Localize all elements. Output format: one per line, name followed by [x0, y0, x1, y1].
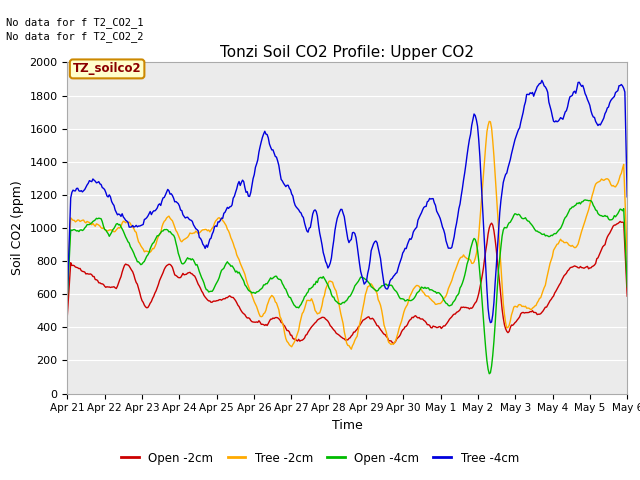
Open -4cm [63, 298, 71, 303]
Open -4cm [573, 200, 580, 206]
Open -2cm [300, 336, 307, 342]
Tree -2cm [378, 308, 385, 313]
Tree -4cm [538, 77, 546, 83]
Tree -2cm [63, 288, 71, 294]
Tree -2cm [485, 119, 493, 124]
Open -4cm [485, 371, 493, 377]
Open -4cm [475, 258, 483, 264]
Open -4cm [300, 297, 307, 303]
Text: No data for f T2_CO2_1: No data for f T2_CO2_1 [6, 17, 144, 28]
Tree -4cm [475, 137, 483, 143]
Open -4cm [237, 274, 245, 279]
Line: Open -4cm: Open -4cm [67, 200, 627, 374]
Tree -2cm [237, 263, 245, 269]
Tree -4cm [404, 241, 412, 247]
Open -2cm [616, 218, 624, 224]
Tree -2cm [623, 255, 631, 261]
Title: Tonzi Soil CO2 Profile: Upper CO2: Tonzi Soil CO2 Profile: Upper CO2 [220, 45, 474, 60]
Line: Open -2cm: Open -2cm [67, 221, 627, 344]
Open -2cm [623, 293, 631, 299]
Open -2cm [476, 285, 484, 291]
Open -4cm [404, 297, 412, 302]
Open -2cm [573, 264, 580, 270]
Tree -4cm [63, 295, 71, 301]
Open -2cm [404, 319, 412, 325]
Open -2cm [63, 315, 71, 321]
Tree -4cm [574, 80, 582, 85]
Open -2cm [237, 308, 245, 314]
Text: TZ_soilco2: TZ_soilco2 [73, 62, 141, 75]
Tree -2cm [404, 298, 412, 303]
Open -4cm [623, 284, 631, 290]
Tree -2cm [300, 309, 307, 315]
Open -4cm [377, 285, 385, 290]
Tree -4cm [237, 180, 245, 185]
Open -4cm [581, 197, 589, 203]
Tree -2cm [574, 241, 582, 247]
Open -2cm [390, 341, 397, 347]
Tree -2cm [476, 218, 484, 224]
X-axis label: Time: Time [332, 419, 363, 432]
Open -2cm [377, 327, 385, 333]
Tree -4cm [300, 215, 307, 220]
Line: Tree -4cm: Tree -4cm [67, 80, 627, 323]
Text: No data for f T2_CO2_2: No data for f T2_CO2_2 [6, 31, 144, 42]
Legend: Open -2cm, Tree -2cm, Open -4cm, Tree -4cm: Open -2cm, Tree -2cm, Open -4cm, Tree -4… [116, 447, 524, 469]
Tree -4cm [623, 194, 631, 200]
Tree -4cm [377, 256, 385, 262]
Line: Tree -2cm: Tree -2cm [67, 121, 627, 349]
Tree -2cm [348, 347, 355, 352]
Y-axis label: Soil CO2 (ppm): Soil CO2 (ppm) [11, 180, 24, 276]
Tree -4cm [486, 320, 494, 325]
